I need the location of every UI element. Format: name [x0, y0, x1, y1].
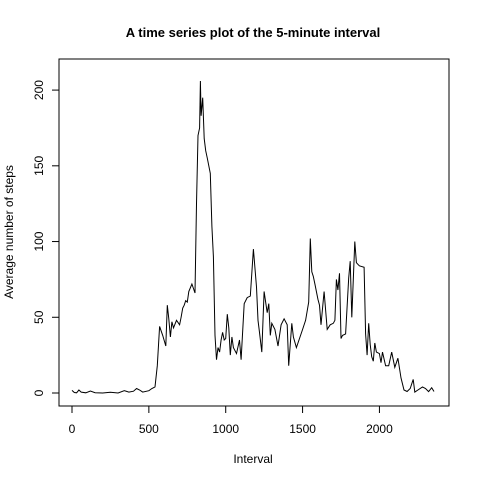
x-tick-label: 1500: [289, 422, 316, 436]
chart-title: A time series plot of the 5-minute inter…: [126, 25, 381, 40]
y-tick-label: 200: [32, 80, 46, 100]
plot-frame: [58, 58, 450, 407]
y-axis-label: Average number of steps: [2, 165, 16, 299]
series-line: [71, 80, 435, 394]
y-tick-label: 150: [32, 155, 46, 175]
y-tick-label: 0: [32, 389, 46, 396]
x-axis-label: Interval: [233, 452, 272, 466]
x-tick-label: 0: [69, 422, 76, 436]
x-tick-label: 500: [139, 422, 159, 436]
x-tick-label: 1000: [212, 422, 239, 436]
y-tick-label: 100: [32, 231, 46, 251]
y-axis: 0 50 100 150 200: [32, 80, 60, 396]
y-tick-label: 50: [32, 310, 46, 324]
x-axis: 0 500 1000 1500 2000: [69, 405, 393, 436]
series-group: [71, 80, 435, 394]
x-tick-label: 2000: [366, 422, 393, 436]
